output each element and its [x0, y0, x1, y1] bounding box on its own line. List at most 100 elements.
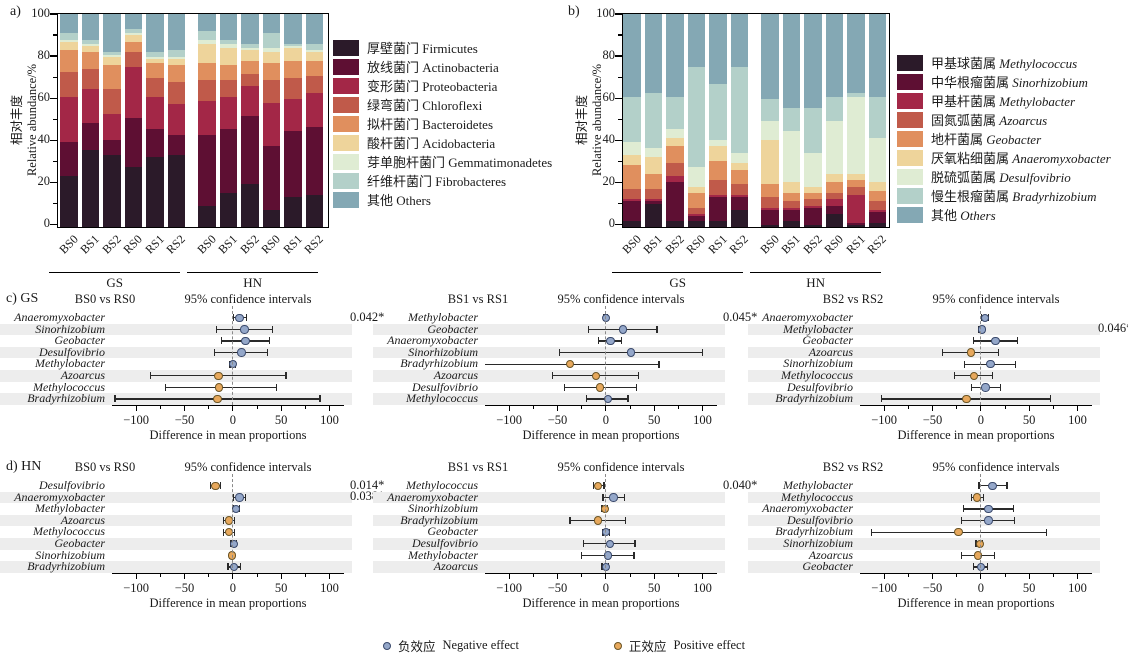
ci-subplot-subtitle: 95% confidence intervals — [184, 292, 312, 306]
ci-row: Methylobacter — [748, 479, 1100, 492]
bar-segment-Anaeromyxobacter — [709, 146, 727, 162]
bar-segment-Methylococcus — [687, 220, 706, 227]
x-axis-minor-tick — [677, 405, 679, 409]
negative-effect-legend-item: 负效应 Negative effect — [382, 636, 519, 655]
bar-segment-Geobacter — [761, 184, 779, 198]
ci-row: Bradyrhizobium — [748, 526, 1100, 538]
error-bar-cap-right — [624, 517, 626, 525]
x-axis-minor-tick — [1004, 573, 1006, 577]
mean-dot-negative — [980, 313, 989, 322]
bar-segment-Geobacter — [623, 165, 641, 189]
bar-segment-Chloroflexi — [219, 80, 238, 98]
bar-segment-Others — [847, 14, 865, 93]
mean-dot-positive — [973, 551, 983, 560]
legend-item-label: 厌氧粘细菌属 Anaeromyxobacter — [931, 148, 1111, 167]
x-axis-label: Difference in mean proportions — [149, 427, 307, 442]
group-line — [612, 272, 744, 273]
bar-segment-Sinorhizobium — [666, 182, 684, 221]
taxon-label: Methylobacter — [35, 501, 105, 516]
p-value: 0.014* — [350, 477, 385, 492]
x-tick-label: 100 — [693, 412, 712, 427]
legend-swatch — [333, 134, 359, 151]
legend-swatch — [333, 96, 359, 113]
y-axis-tick — [615, 181, 622, 183]
legend-item-label: 绿弯菌门 Chloroflexi — [367, 95, 482, 114]
legend-label-cn: 慢生根瘤菌属 — [931, 189, 1013, 204]
stacked-bar — [103, 14, 121, 227]
y-axis-tick — [53, 160, 57, 162]
x-tick-label: 0 — [977, 412, 984, 427]
x-axis-tick — [232, 573, 234, 579]
x-axis-tick — [1028, 573, 1030, 579]
legend-item: 其他 Others — [333, 190, 552, 209]
bar-segment-Firmicutes — [262, 209, 281, 227]
error-bar-cap-left — [880, 395, 882, 403]
bar-segment-Firmicutes — [305, 195, 324, 227]
x-tick-label: −50 — [174, 580, 195, 595]
taxon-label: Bradyrhizobium — [775, 391, 853, 406]
ci-row: Methylococcus 0.040* — [373, 478, 757, 492]
bar-segment-Anaeromyxobacter — [666, 137, 684, 147]
bar-segment-Proteobacteria — [167, 103, 186, 136]
legend-label-en: Azoarcus — [999, 113, 1048, 128]
taxon-label: Bradyrhizobium — [400, 512, 478, 527]
taxon-label: Anaeromyxobacter — [387, 489, 478, 504]
mean-dot-negative — [984, 516, 993, 525]
legend-label-en: Bradyrhizobium — [1012, 189, 1097, 204]
bar-segment-Acidobacteria — [146, 58, 164, 64]
legend-item-label: 甲基杆菌属 Methylobacter — [931, 91, 1075, 110]
x-tick-label: 100 — [320, 580, 339, 595]
x-axis-tick — [328, 405, 331, 411]
panel-b-legend: 甲基球菌属 Methylococcus 中华根瘤菌属 Sinorhizobium 甲… — [897, 53, 1111, 224]
bar-segment-Gemmatimonadetes — [167, 56, 186, 59]
stacked-bar — [60, 14, 78, 227]
bar-segment-Acidobacteria — [198, 43, 216, 64]
error-bar-cap-right — [1045, 528, 1048, 536]
ci-plot-body: Methylobacter 0.045* Geobacter Anaeromyxoba… — [373, 306, 757, 405]
taxon-label: Anaeromyxobacter — [14, 310, 105, 324]
mean-dot-negative — [981, 383, 990, 392]
bar-segment-Proteobacteria — [219, 97, 238, 130]
legend-item: 芽单胞杆菌门 Gemmatimonadetes — [333, 152, 552, 171]
legend-label-cn: 其他 — [367, 193, 397, 208]
x-tick-label: 50 — [274, 580, 288, 595]
legend-label-cn: 绿弯菌门 — [367, 98, 423, 113]
x-tick-label: 100 — [693, 580, 712, 595]
bar-segment-Anaeromyxobacter — [687, 186, 706, 193]
ci-subplot-title: BS1 vs RS1 — [447, 292, 509, 306]
x-axis-tick — [1076, 405, 1079, 411]
legend-item-label: 中华根瘤菌属 Sinorhizobium — [931, 72, 1088, 91]
x-axis-tick — [653, 573, 655, 579]
error-bar-cap-left — [970, 383, 972, 391]
ci-row: Azoarcus — [373, 560, 725, 573]
y-axis-tick — [615, 139, 622, 141]
legend-label-cn: 甲基杆菌属 — [931, 94, 1000, 109]
error-bar-cap-left — [972, 563, 974, 571]
error-bar-cap-left — [233, 314, 235, 322]
x-tick-label: −100 — [496, 580, 523, 595]
legend-swatch — [333, 172, 359, 189]
mean-dot-negative — [231, 504, 240, 514]
legend-item: 固氮弧菌属 Azoarcus — [897, 110, 1111, 129]
legend-label-cn: 放线菌门 — [367, 60, 423, 75]
bar-segment-Sinorhizobium — [644, 201, 663, 204]
legend-item: 拟杆菌门 Bacteroidetes — [333, 114, 552, 133]
bar-segment-Actinobacteria — [103, 139, 121, 155]
bar-segment-Bacteroidetes — [124, 41, 143, 53]
stacked-bar — [666, 14, 684, 227]
x-tick-label: RS2 — [726, 232, 752, 257]
bar-segment-Geobacter — [666, 146, 684, 164]
bar-segment-Geobacter — [804, 192, 822, 200]
x-axis-tick — [1028, 405, 1030, 411]
p-value: 0.042* — [350, 309, 385, 324]
error-bar-cap-left — [150, 372, 152, 380]
y-tick-label: 0 — [43, 216, 50, 231]
bar-segment-Methylobacter — [782, 207, 801, 210]
x-axis-label: Difference in mean proportions — [897, 427, 1055, 442]
error-bar-cap-right — [633, 551, 635, 559]
error-bar-cap-left — [233, 493, 235, 501]
x-axis-minor-tick — [208, 405, 210, 409]
bar-segment-Desulfovibrio — [847, 97, 865, 174]
error-bar-cap-left — [963, 360, 966, 368]
bar-segment-Acidobacteria — [241, 50, 259, 61]
